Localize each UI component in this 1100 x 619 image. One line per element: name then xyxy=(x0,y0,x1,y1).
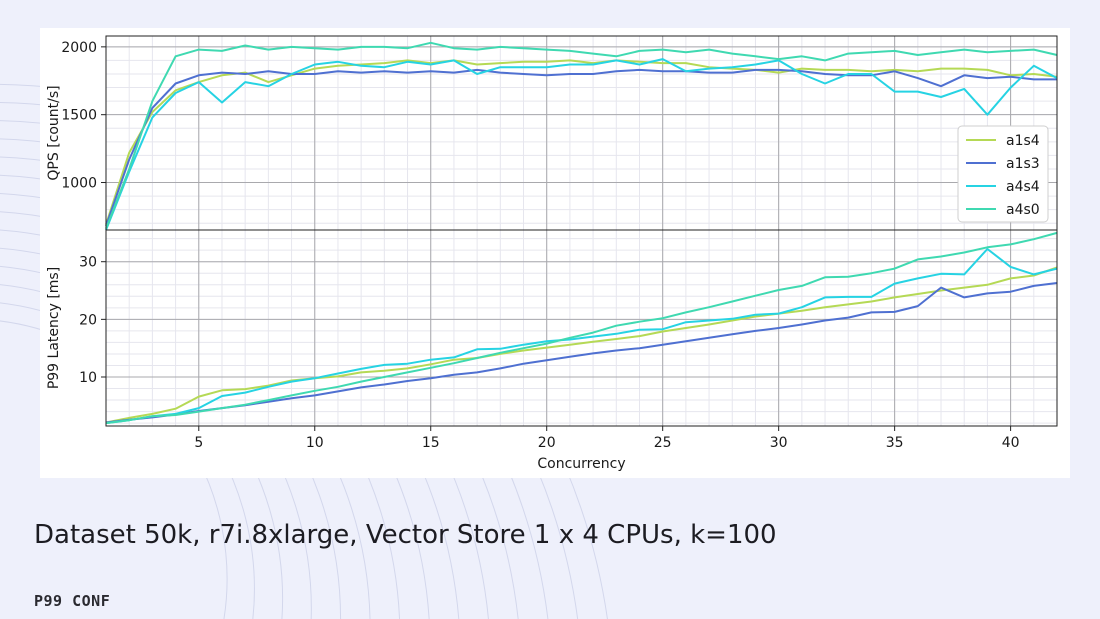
x-tick-label: 35 xyxy=(886,435,904,451)
legend-box xyxy=(957,125,1049,223)
x-tick-label: 20 xyxy=(538,435,556,451)
x-tick-label: 25 xyxy=(654,435,672,451)
y-tick-label: 1500 xyxy=(61,108,97,124)
plot-frame-latency xyxy=(105,229,1058,427)
chart: 1000 1500 2000 QPS [count/s] a1s4 a1s3 a4s4 a4s… xyxy=(40,28,1070,478)
legend-label-a4s4: a4s4 xyxy=(1006,179,1040,195)
x-tick-label: 30 xyxy=(770,435,788,451)
x-axis-label: Concurrency xyxy=(537,456,625,472)
series-line-a1s4 xyxy=(105,59,1058,225)
y-tick-label: 10 xyxy=(79,370,97,386)
y-tick-label: 2000 xyxy=(61,40,97,56)
x-tick-label: 5 xyxy=(194,435,203,451)
series-line-a1s4 xyxy=(105,266,1058,424)
plot-area-latency xyxy=(106,230,1057,426)
series-line-a1s3 xyxy=(105,68,1057,227)
series-line-a1s3 xyxy=(105,282,1058,424)
chart-canvas: 1000 1500 2000 QPS [count/s] a1s4 a1s3 a4s4 a4s… xyxy=(46,35,1058,472)
series-line-a4s4 xyxy=(105,248,1058,425)
series-line-a4s4 xyxy=(105,58,1058,231)
conference-logo: P99 CONF xyxy=(34,592,111,610)
legend-label-a1s4: a1s4 xyxy=(1006,133,1040,149)
series-line-a4s0 xyxy=(105,41,1058,229)
legend-label-a1s3: a1s3 xyxy=(1006,156,1040,172)
x-tick-label: 40 xyxy=(1002,435,1020,451)
y-tick-label: 20 xyxy=(79,312,97,328)
y-tick-label: 30 xyxy=(79,255,97,271)
y-tick-label: 1000 xyxy=(61,176,97,192)
series-line-a4s0 xyxy=(105,231,1058,425)
x-tick-label: 10 xyxy=(306,435,324,451)
slide-caption: Dataset 50k, r7i.8xlarge, Vector Store 1… xyxy=(34,520,777,550)
plot-area-qps xyxy=(106,36,1057,230)
x-tick-label: 15 xyxy=(422,435,440,451)
y-axis-label: QPS [count/s] xyxy=(46,85,62,180)
y-axis-label: P99 Latency [ms] xyxy=(46,267,62,389)
legend-label-a4s0: a4s0 xyxy=(1006,202,1040,218)
